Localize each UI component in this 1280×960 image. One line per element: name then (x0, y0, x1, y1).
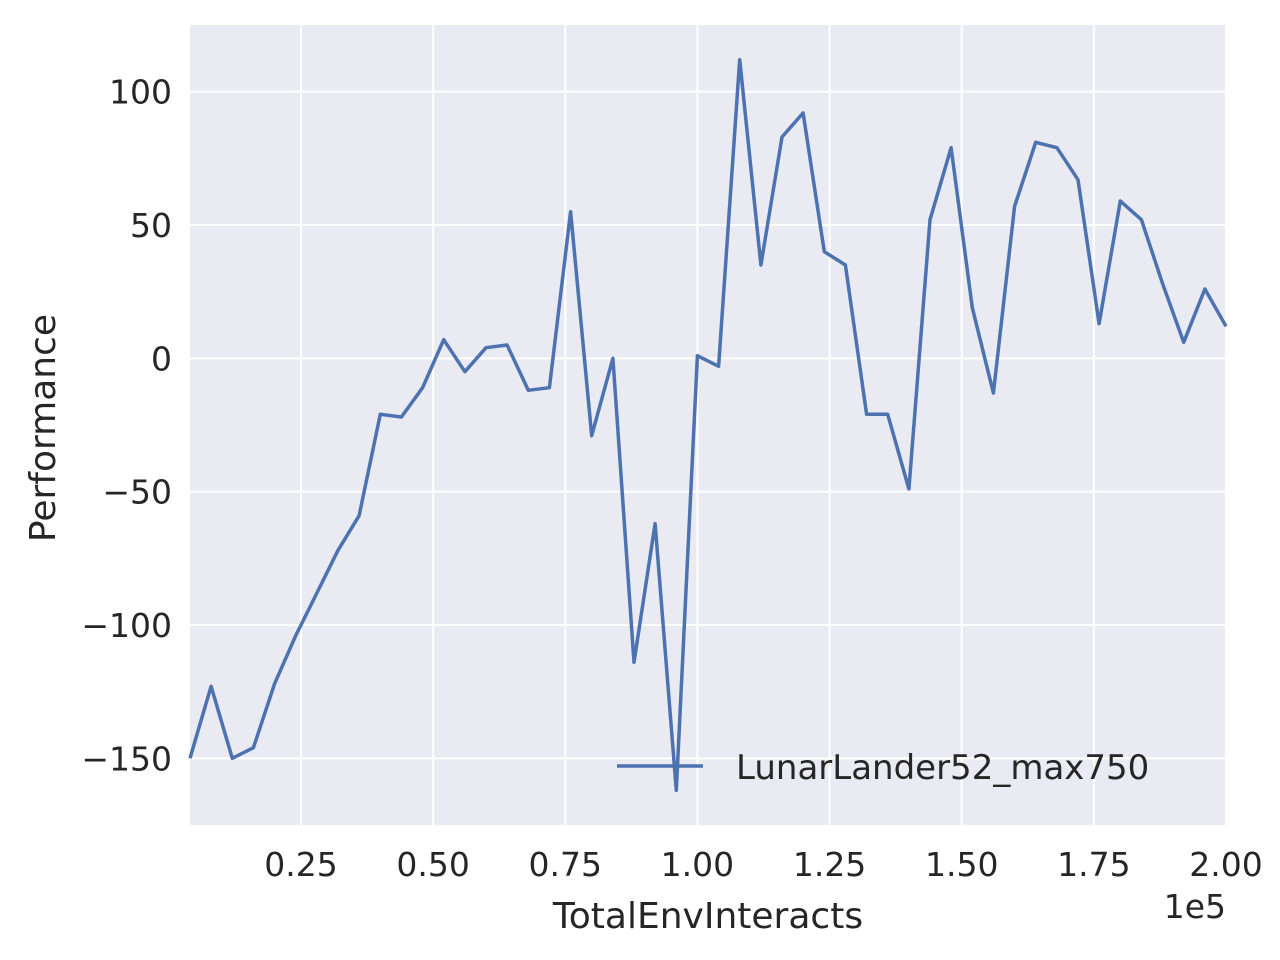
series-layer (188, 57, 1228, 793)
x-tick-labels: 0.25 0.50 0.75 1.00 1.25 1.50 1.75 2.00 (264, 845, 1262, 884)
x-tick-label: 0.50 (396, 845, 469, 884)
plot-area (190, 25, 1226, 825)
x-tick-label: 0.25 (264, 845, 337, 884)
y-axis-label: Performance (23, 314, 64, 542)
x-axis-offset-label: 1e5 (1164, 887, 1226, 926)
series-line (188, 57, 1228, 793)
legend: LunarLander52_max750 (617, 748, 1149, 788)
x-axis-label: TotalEnvInteracts (552, 896, 863, 937)
y-tick-label: −100 (81, 606, 172, 645)
y-tick-label: 100 (109, 73, 172, 112)
x-tick-label: 1.25 (793, 845, 866, 884)
x-tick-label: 1.00 (661, 845, 734, 884)
x-tick-label: 1.50 (925, 845, 998, 884)
x-tick-label: 0.75 (529, 845, 602, 884)
legend-label: LunarLander52_max750 (736, 748, 1149, 788)
x-tick-label: 2.00 (1189, 845, 1262, 884)
y-tick-labels: −150 −100 −50 0 50 100 (81, 73, 172, 779)
y-tick-label: −150 (81, 739, 172, 778)
y-tick-label: 0 (151, 339, 172, 378)
y-tick-label: 50 (130, 206, 172, 245)
x-tick-label: 1.75 (1057, 845, 1130, 884)
y-tick-label: −50 (102, 473, 172, 512)
